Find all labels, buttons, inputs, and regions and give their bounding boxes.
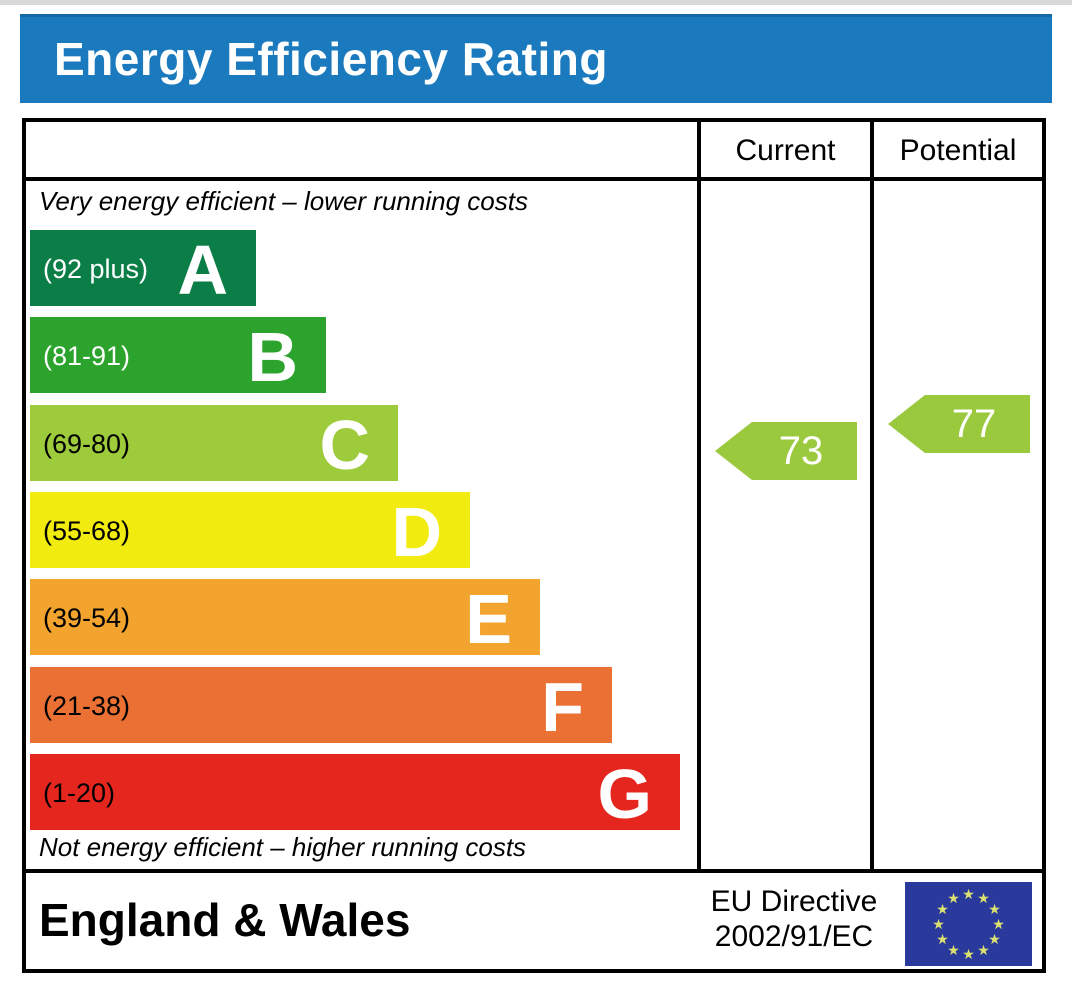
potential-column-header: Potential [899, 134, 1017, 167]
eu-star-icon: ★ [977, 941, 990, 958]
band-c-letter: C [319, 406, 370, 484]
band-g: (1-20) G [30, 754, 680, 833]
band-d: (55-68) D [30, 492, 470, 571]
band-d-letter: D [391, 493, 442, 571]
top-note: Very energy efficient – lower running co… [39, 186, 528, 216]
eu-star-icon: ★ [947, 941, 960, 958]
column-divider [697, 122, 701, 873]
eu-star-icon: ★ [947, 890, 960, 907]
bottom-note: Not energy efficient – higher running co… [39, 832, 527, 862]
eu-star-icon: ★ [936, 931, 949, 947]
band-e-letter: E [465, 580, 512, 658]
eu-star-icon: ★ [936, 901, 949, 917]
current-column-header: Current [735, 134, 836, 167]
region-label: England & Wales [39, 894, 411, 946]
potential-rating-value: 77 [951, 401, 997, 446]
eu-star-icon: ★ [962, 886, 975, 902]
band-b: (81-91) B [30, 317, 326, 396]
band-c-range: (69-80) [43, 429, 131, 459]
eu-directive-line2: 2002/91/EC [714, 920, 874, 953]
eu-directive-label: EU Directive 2002/91/EC [686, 873, 902, 965]
band-e: (39-54) E [30, 579, 540, 658]
band-c: (69-80) C [30, 405, 398, 484]
eu-star-icon: ★ [988, 931, 1001, 947]
eu-star-icon: ★ [962, 946, 975, 962]
band-g-range: (1-20) [43, 778, 116, 808]
current-rating-value: 73 [778, 428, 824, 473]
band-b-range: (81-91) [43, 341, 131, 371]
band-d-range: (55-68) [43, 516, 131, 546]
band-a-range: (92 plus) [43, 254, 149, 284]
eu-directive-line1: EU Directive [710, 885, 878, 918]
page-edge-strip [0, 0, 1072, 5]
band-a-letter: A [177, 231, 228, 309]
eu-star-icon: ★ [988, 901, 1001, 917]
band-b-letter: B [247, 318, 298, 396]
band-g-letter: G [597, 755, 652, 833]
rating-table: Current Potential Very energy efficient … [22, 118, 1046, 973]
band-f: (21-38) F [30, 667, 612, 746]
header-divider [26, 177, 1042, 181]
band-e-range: (39-54) [43, 603, 131, 633]
band-f-letter: F [541, 668, 584, 746]
page-title: Energy Efficiency Rating [54, 33, 608, 85]
title-bar: Energy Efficiency Rating [20, 14, 1052, 103]
column-divider [870, 122, 874, 873]
footer-divider [26, 869, 1042, 873]
eu-star-icon: ★ [977, 890, 990, 907]
band-a: (92 plus) A [30, 230, 256, 309]
eu-star-icon: ★ [992, 916, 1005, 932]
eu-star-icon: ★ [932, 916, 945, 932]
eu-flag-icon: ★ ★ ★ ★ ★ ★ ★ ★ ★ ★ ★ ★ [905, 882, 1032, 966]
band-f-range: (21-38) [43, 691, 131, 721]
